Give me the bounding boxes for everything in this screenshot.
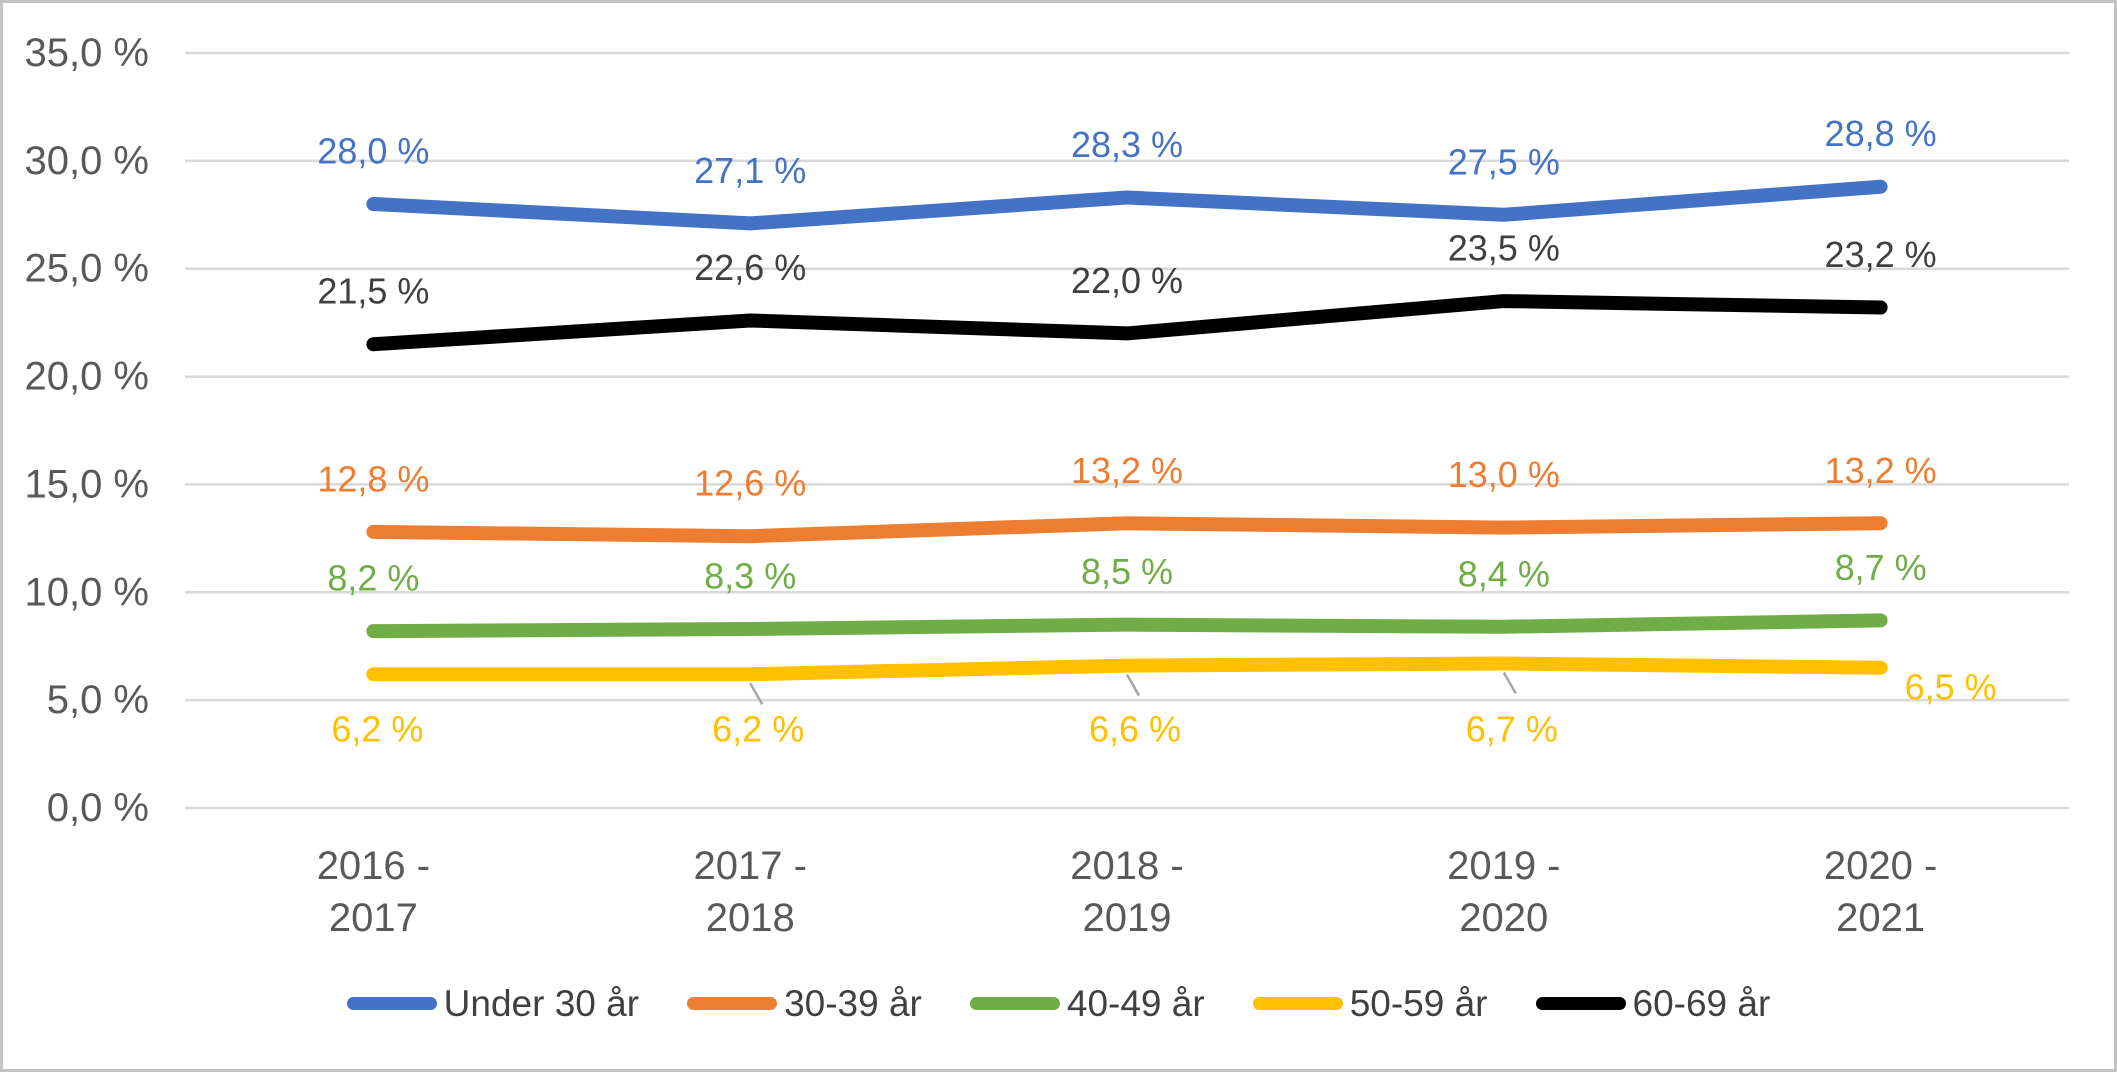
legend-item-60-69-år: 60-69 år — [1535, 982, 1771, 1024]
series-line-40-49-år — [366, 613, 1888, 639]
legend-item-50-59-år: 50-59 år — [1252, 982, 1488, 1024]
y-tick-label: 35,0 % — [24, 31, 149, 75]
data-label: 28,0 % — [317, 131, 429, 172]
data-label: 22,0 % — [1071, 260, 1183, 301]
legend-swatch-icon — [1252, 996, 1343, 1010]
legend-label: 50-59 år — [1349, 982, 1488, 1024]
x-category-label: 2019 — [1083, 896, 1172, 940]
line-chart: 35,0 % 30,0 % 25,0 % 20,0 % 15,0 % 10,0 % 5,0 … — [24, 31, 2069, 940]
data-label-leader-line — [749, 682, 764, 705]
data-label: 28,3 % — [1071, 124, 1183, 165]
x-category-label: 2017 — [329, 896, 418, 940]
y-tick-label: 20,0 % — [24, 355, 149, 399]
y-tick-label: 25,0 % — [24, 247, 149, 291]
x-category-label: 2018 — [706, 896, 795, 940]
legend-label: 60-69 år — [1632, 982, 1771, 1024]
y-tick-label: 10,0 % — [24, 570, 149, 614]
y-tick-label: 0,0 % — [47, 786, 149, 830]
y-tick-label: 30,0 % — [24, 139, 149, 183]
chart-legend: Under 30 år 30-39 år 40-49 år 50-59 år 60-69… — [3, 979, 2114, 1027]
series-line-under-30-år — [366, 179, 1888, 231]
legend-swatch-icon — [346, 996, 437, 1010]
data-label: 27,1 % — [694, 150, 806, 191]
x-category-label: 2018 - — [1070, 844, 1183, 888]
legend-item-30-39-år: 30-39 år — [687, 985, 922, 1022]
data-label: 22,6 % — [694, 247, 806, 288]
legend-item-40-49-år: 40-49 år — [969, 982, 1205, 1024]
x-category-label: 2016 - — [317, 844, 430, 888]
legend-swatch-icon — [687, 996, 778, 1010]
data-label-leader-line — [1502, 671, 1517, 695]
x-category-label: 2017 - — [693, 844, 806, 888]
legend-label: Under 30 år — [443, 982, 640, 1024]
data-label: 13,2 % — [1825, 450, 1937, 491]
data-label: 23,5 % — [1448, 228, 1560, 269]
data-label: 8,5 % — [1081, 551, 1173, 592]
data-label: 23,2 % — [1825, 234, 1937, 275]
data-label: 8,2 % — [327, 558, 419, 599]
data-label: 8,7 % — [1835, 547, 1927, 588]
y-tick-label: 15,0 % — [24, 462, 149, 506]
x-category-label: 2020 — [1459, 896, 1548, 940]
data-label: 12,6 % — [694, 463, 806, 504]
legend-label: 40-49 år — [1066, 982, 1205, 1024]
data-label: 6,2 % — [331, 709, 423, 750]
data-label: 12,8 % — [317, 458, 429, 499]
data-label: 6,2 % — [712, 709, 804, 750]
data-label: 6,5 % — [1905, 666, 1997, 707]
data-label: 6,6 % — [1089, 709, 1181, 750]
series-line-60-69-år — [366, 294, 1888, 352]
data-label: 28,8 % — [1825, 113, 1937, 154]
x-category-label: 2021 — [1836, 896, 1925, 940]
data-label: 13,2 % — [1071, 450, 1183, 491]
data-label: 27,5 % — [1448, 141, 1560, 182]
data-label: 13,0 % — [1448, 454, 1560, 495]
legend-swatch-icon — [969, 996, 1060, 1010]
series-line-50-59-år — [366, 656, 1888, 682]
data-label: 8,4 % — [1458, 553, 1550, 594]
data-label: 8,3 % — [704, 555, 796, 596]
data-label-leader-line — [1125, 674, 1141, 697]
x-category-label: 2019 - — [1447, 844, 1560, 888]
data-label: 21,5 % — [317, 271, 429, 312]
legend-label: 30-39 år — [784, 982, 922, 1024]
x-category-label: 2020 - — [1824, 844, 1937, 888]
data-label: 6,7 % — [1466, 709, 1558, 750]
y-tick-label: 5,0 % — [47, 678, 149, 722]
legend-swatch-icon — [1535, 996, 1626, 1010]
series-line-30-39-år — [366, 516, 1888, 544]
legend-item-under-30-år: Under 30 år — [346, 982, 640, 1024]
